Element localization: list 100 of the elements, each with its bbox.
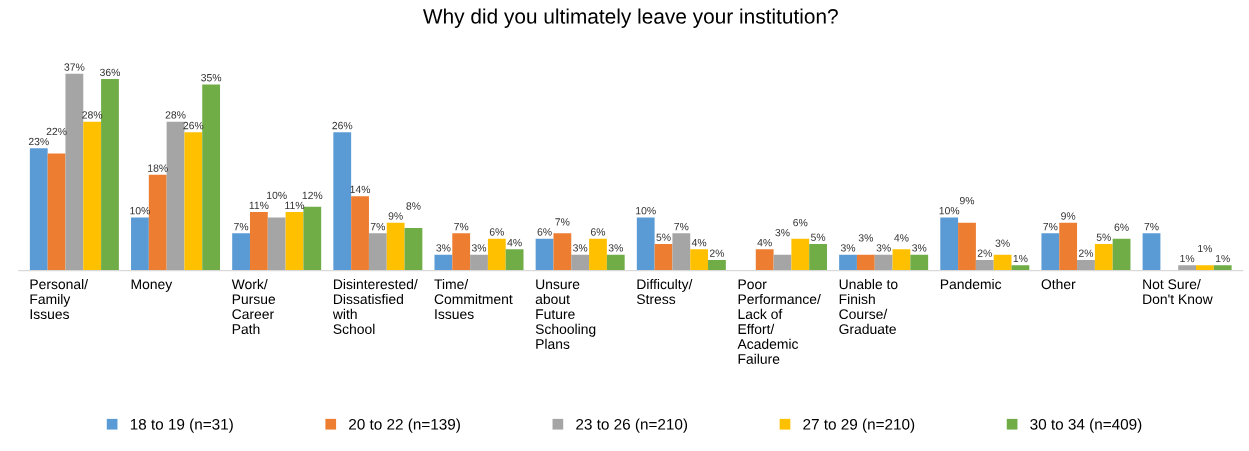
x-tick-label: Money bbox=[131, 279, 173, 292]
bar bbox=[690, 249, 709, 271]
bar bbox=[910, 254, 929, 271]
data-label: 23% bbox=[28, 137, 49, 146]
data-label: 11% bbox=[249, 201, 269, 209]
bar bbox=[303, 206, 322, 271]
data-label: 5% bbox=[810, 233, 826, 241]
data-label: 7% bbox=[370, 222, 386, 231]
legend-label: 23 to 26 (n=210) bbox=[576, 418, 688, 433]
bar bbox=[975, 259, 994, 271]
bar bbox=[47, 153, 66, 271]
bar bbox=[606, 254, 625, 271]
bar bbox=[1077, 259, 1095, 271]
data-label: 5% bbox=[1096, 233, 1111, 241]
data-label: 8% bbox=[406, 202, 421, 210]
bar bbox=[755, 249, 774, 271]
data-label: 3% bbox=[471, 244, 487, 252]
bar bbox=[470, 254, 488, 271]
bar bbox=[83, 121, 102, 271]
data-label: 9% bbox=[959, 196, 975, 205]
data-label: 9% bbox=[1061, 212, 1076, 220]
data-label: 3% bbox=[840, 244, 856, 252]
data-label: 1% bbox=[1180, 254, 1195, 263]
x-tick-label: Disinterested/ Dissatisfied with School bbox=[332, 278, 418, 335]
data-label: 7% bbox=[1144, 222, 1159, 231]
bar bbox=[505, 249, 524, 271]
data-label: 2% bbox=[709, 249, 725, 257]
data-label: 4% bbox=[757, 238, 772, 247]
bar bbox=[809, 244, 827, 271]
data-label: 1% bbox=[1013, 254, 1028, 263]
x-tick-label: Unable to Finish Course/ Graduate bbox=[839, 278, 898, 335]
data-label: 12% bbox=[302, 191, 323, 199]
bar bbox=[535, 238, 554, 271]
legend-label: 27 to 29 (n=210) bbox=[803, 418, 915, 433]
data-label: 22% bbox=[46, 127, 67, 136]
data-label: 6% bbox=[590, 228, 606, 236]
bar bbox=[1196, 265, 1214, 271]
bar bbox=[368, 233, 387, 271]
bar bbox=[654, 244, 673, 271]
data-label: 7% bbox=[555, 218, 570, 226]
bar bbox=[1094, 244, 1113, 271]
bar bbox=[202, 84, 221, 271]
x-tick-label: Time/ Commitment Issues bbox=[434, 278, 513, 320]
data-label: 6% bbox=[489, 228, 504, 236]
data-label: 1% bbox=[1215, 254, 1230, 263]
bar bbox=[333, 132, 352, 271]
data-label: 6% bbox=[537, 228, 552, 236]
data-label: 11% bbox=[285, 201, 305, 209]
bar bbox=[874, 254, 893, 271]
data-label: 3% bbox=[573, 244, 588, 252]
data-label: 7% bbox=[674, 222, 689, 231]
chart-title: Why did you ultimately leave your institution? bbox=[422, 8, 838, 28]
bar bbox=[856, 254, 875, 271]
bar bbox=[404, 228, 423, 271]
data-label: 10% bbox=[267, 191, 287, 200]
bar bbox=[1213, 265, 1232, 271]
data-label: 9% bbox=[388, 212, 403, 220]
bar bbox=[1059, 222, 1078, 271]
data-label: 3% bbox=[858, 234, 873, 242]
bar bbox=[791, 238, 810, 271]
data-label: 2% bbox=[977, 249, 992, 257]
data-label: 3% bbox=[608, 244, 623, 252]
bar bbox=[958, 222, 976, 271]
legend-label: 30 to 34 (n=409) bbox=[1030, 418, 1142, 433]
x-tick-label: Not Sure/ Don't Know bbox=[1143, 278, 1213, 305]
data-label: 3% bbox=[995, 239, 1010, 247]
bar bbox=[1142, 233, 1161, 271]
data-label: 37% bbox=[64, 63, 85, 71]
data-label: 10% bbox=[939, 206, 960, 215]
data-label: 10% bbox=[636, 206, 656, 215]
data-label: 26% bbox=[332, 121, 353, 130]
data-label: 5% bbox=[656, 233, 671, 241]
bar bbox=[285, 212, 304, 271]
data-label: 3% bbox=[436, 244, 451, 252]
legend-label: 20 to 22 (n=139) bbox=[349, 418, 460, 433]
bar bbox=[708, 259, 726, 271]
x-tick-label: Unsure about Future Schooling Plans bbox=[535, 279, 596, 349]
bar bbox=[249, 212, 268, 271]
bar bbox=[452, 233, 471, 271]
bar bbox=[1041, 233, 1060, 271]
bar bbox=[184, 132, 203, 271]
data-label: 3% bbox=[775, 228, 790, 237]
bar bbox=[386, 222, 405, 271]
data-label: 2% bbox=[1078, 249, 1094, 257]
data-label: 4% bbox=[507, 238, 522, 247]
data-label: 1% bbox=[1198, 244, 1213, 253]
x-tick-label: Work/ Pursue Career Path bbox=[231, 278, 276, 335]
bar bbox=[553, 233, 572, 271]
bar bbox=[131, 217, 149, 271]
x-tick-label: Other bbox=[1041, 278, 1076, 290]
data-label: 18% bbox=[148, 164, 168, 172]
bar bbox=[166, 121, 185, 271]
bar bbox=[267, 217, 286, 271]
x-tick-label: Poor Performance/ Lack of Effort/ Academic Failure bbox=[737, 279, 821, 364]
bar bbox=[29, 148, 48, 271]
legend-label: 18 to 19 (n=31) bbox=[130, 418, 233, 433]
bar bbox=[1112, 238, 1131, 271]
data-label: 4% bbox=[691, 238, 707, 247]
data-label: 28% bbox=[165, 111, 186, 119]
bar bbox=[1178, 265, 1197, 271]
